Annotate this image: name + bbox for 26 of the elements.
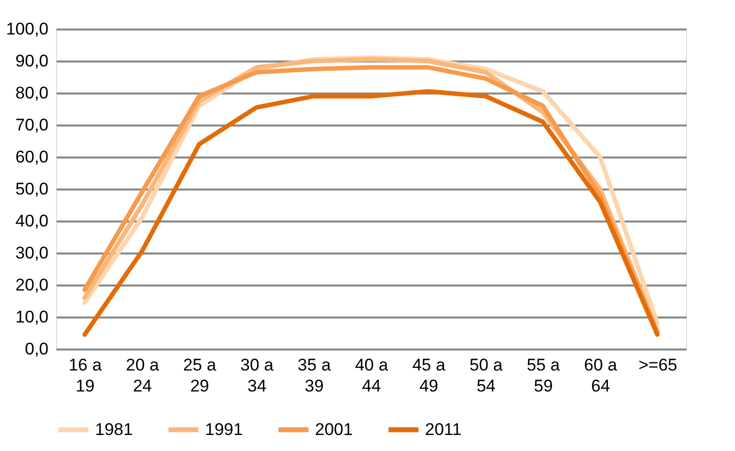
x-tick-label: 60 a 64 (584, 356, 618, 396)
y-tick-label: 30,0 (15, 244, 48, 262)
x-tick-label: 50 a 54 (470, 356, 504, 396)
x-tick-label: 45 a 49 (412, 356, 446, 396)
y-tick-label: 40,0 (15, 212, 48, 230)
x-tick-label: 40 a 44 (354, 356, 389, 396)
legend-label: 1991 (205, 420, 243, 439)
x-tick-label: 55 a 59 (526, 356, 560, 396)
x-tick-label: 25 a 29 (183, 356, 217, 396)
y-tick-label: 90,0 (15, 52, 48, 70)
x-tick-label: 30 a 34 (240, 356, 274, 396)
x-tick-label: 20 a 24 (126, 356, 160, 396)
y-tick-label: 70,0 (15, 116, 48, 134)
y-tick-label: 60,0 (15, 148, 48, 166)
y-tick-label: 20,0 (15, 276, 48, 294)
x-tick-label: >=65 (638, 356, 678, 374)
y-tick-label: 100,0 (6, 20, 48, 38)
y-tick-label: 80,0 (15, 84, 48, 102)
y-tick-label: 50,0 (15, 180, 48, 198)
legend-label: 2011 (425, 420, 462, 439)
x-tick-label: 16 a 19 (68, 356, 102, 396)
legend-label: 2001 (315, 420, 353, 439)
x-tick-label: 35 a 39 (298, 356, 332, 396)
y-tick-label: 10,0 (15, 308, 48, 326)
y-tick-label: 0,0 (24, 340, 48, 358)
legend-label: 1981 (95, 420, 133, 439)
